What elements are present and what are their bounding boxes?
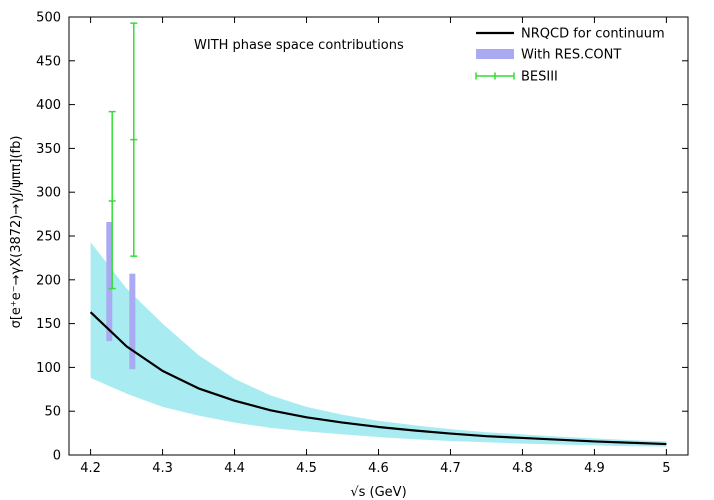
axis-ticks: 4.2 4.3 4.4 4.5 4.6 4.7 4.8 4.9 5050100150200250… [36,11,688,476]
legend-item: With RES.CONT [476,48,621,63]
y-tick-label: 300 [36,186,61,201]
y-tick-label: 150 [36,317,61,332]
x-tick-label: 5 [662,461,670,476]
x-tick-label: 4.5 [296,461,317,476]
x-tick-label: 4.6 [368,461,389,476]
x-tick-label: 4.7 [440,461,461,476]
y-tick-label: 100 [36,361,61,376]
legend: NRQCD for continuum With RES.CONT BESIII [475,27,665,85]
nrqcd-line [89,311,667,446]
besiii-errorbar-layer [108,22,138,290]
x-tick-label: 4.3 [152,461,173,476]
legend-label: With RES.CONT [521,48,621,63]
x-tick-label: 4.9 [584,461,605,476]
res-cont-bar [129,273,136,370]
x-tick-label: 4.2 [80,461,101,476]
besiii-point [130,22,138,257]
uncertainty-band-layer [90,242,667,447]
y-tick-label: 250 [36,230,61,245]
legend-swatch-bar [476,49,514,59]
y-tick-label: 0 [53,449,61,464]
uncertainty-band [90,242,667,447]
x-tick-label: 4.4 [224,461,245,476]
y-tick-label: 50 [44,405,61,420]
legend-label: NRQCD for continuum [521,27,665,42]
nrqcd-line-layer [89,311,667,446]
y-tick-label: 500 [36,11,61,26]
x-axis-title: √s (GeV) [350,485,406,500]
y-tick-label: 400 [36,98,61,113]
y-tick-label: 450 [36,54,61,69]
res-cont-bar-layer [106,221,136,370]
legend-item: NRQCD for continuum [476,27,665,42]
y-axis-title: σ[e⁺e⁻→γX(3872)→γJ/ψππ](fb) [9,136,24,329]
y-tick-label: 350 [36,142,61,157]
x-tick-label: 4.8 [512,461,533,476]
chart-annotation: WITH phase space contributions [194,38,404,53]
legend-item: BESIII [475,70,558,85]
y-tick-label: 200 [36,273,61,288]
legend-label: BESIII [521,70,558,85]
res-cont-bar [106,221,113,342]
besiii-point [108,110,116,290]
